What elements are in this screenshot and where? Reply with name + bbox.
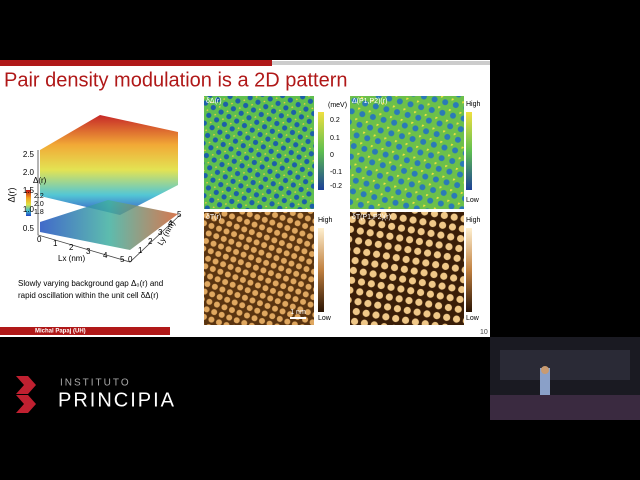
caption: rapid oscillation within the unit cell δ… [18, 291, 159, 300]
surface-plot: Δ(r) 2.2 2.0 1.8 Δ(r) 2.5 2.0 1.5 1.0 0.… [6, 115, 182, 264]
tick-label: 4 [103, 251, 108, 260]
logo: INSTITUTO PRINCIPIA [16, 376, 176, 413]
panel: Δ(P1,P2)(r) High Low [350, 96, 481, 209]
tick-label: 3 [158, 228, 163, 237]
slide-title: Pair density modulation is a 2D pattern [4, 69, 348, 91]
tick-label: -0.2 [330, 183, 342, 190]
logo-name: PRINCIPIA [58, 389, 176, 411]
tick-label: 2.5 [23, 150, 35, 159]
tick-label: 2.0 [23, 168, 35, 177]
colorbar-label: Δ(r) [33, 176, 47, 185]
unit-label: (meV) [328, 102, 347, 109]
panel-label: δΔ(r) [206, 98, 222, 105]
axis-label: Lx (nm) [58, 254, 85, 263]
scale-label: High [318, 217, 333, 224]
footer-author: Michal Papaj (UH) [35, 329, 86, 335]
tick-label: 1.0 [23, 205, 35, 214]
panel: δΔ(r) (meV) 0.2 0.1 0 -0.1 -0.2 [204, 96, 347, 209]
tick-label: 2 [69, 243, 74, 252]
caption: Slowly varying background gap Δ₀(r) and [18, 279, 163, 288]
scale-label: Low [318, 315, 332, 322]
tick-label: 2.2 [34, 193, 44, 200]
tick-label: 5 [120, 255, 125, 264]
panel: δT(r) 1 nm High Low [204, 212, 333, 325]
axis-label: Δ(r) [6, 187, 16, 202]
panel: δT(P1,P2)(r) High Low [350, 212, 481, 325]
tick-label: 0 [330, 152, 334, 159]
tick-label: 1 [138, 246, 143, 255]
speaker-video [490, 337, 640, 420]
tick-label: 3 [86, 247, 91, 256]
scale-label: High [466, 101, 481, 108]
tick-label: 0.5 [23, 224, 35, 233]
header-bar [0, 60, 272, 66]
panel-label: δT(P1,P2)(r) [352, 214, 391, 221]
tick-label: 1 [53, 239, 58, 248]
tick-label: 0.1 [330, 135, 340, 142]
tick-label: 5 [177, 210, 182, 219]
page-number: 10 [480, 329, 488, 336]
scale-label: Low [466, 315, 480, 322]
scale-bar-label: 1 nm [290, 309, 306, 316]
scale-label: High [466, 217, 481, 224]
tick-label: 0 [37, 235, 42, 244]
panel-label: Δ(P1,P2)(r) [352, 98, 387, 105]
scale-label: Low [466, 197, 480, 204]
tick-label: 2 [148, 237, 153, 246]
tick-label: 4 [168, 219, 173, 228]
tick-label: -0.1 [330, 169, 342, 176]
tick-label: 0 [128, 255, 133, 264]
logo-text: INSTITUTO [60, 378, 131, 389]
footer-bar [0, 327, 170, 335]
tick-label: 2.0 [34, 201, 44, 208]
panel-label: δT(r) [206, 214, 221, 221]
header-bar [272, 61, 490, 65]
tick-label: 1.8 [34, 209, 44, 216]
tick-label: 1.5 [23, 186, 35, 195]
tick-label: 0.2 [330, 117, 340, 124]
